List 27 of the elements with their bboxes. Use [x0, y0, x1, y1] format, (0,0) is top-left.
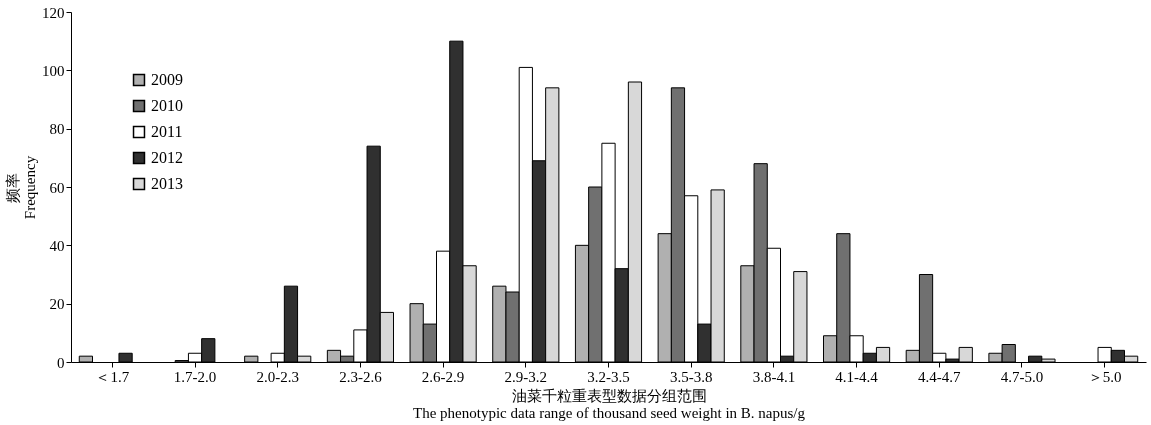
y-tick-label: 80: [49, 121, 65, 138]
y-tick-label: 20: [49, 296, 65, 313]
legend-label: 2011: [151, 123, 183, 140]
legend-label: 2010: [151, 97, 183, 114]
y-tick-label: 120: [42, 4, 65, 21]
x-tick-label: 2.6-2.9: [421, 368, 465, 385]
y-tick-label: 40: [49, 237, 65, 254]
x-tick-label: 2.0-2.3: [256, 368, 299, 385]
x-tick-label: 2.3-2.6: [339, 368, 383, 385]
x-tick-label: 4.7-5.0: [1000, 368, 1044, 385]
legend-label: 2009: [151, 71, 183, 88]
x-tick-label: ＜1.7: [95, 368, 130, 385]
x-tick-label: 4.4-4.7: [918, 368, 962, 385]
x-tick-label: 3.8-4.1: [752, 368, 796, 385]
y-tick-label: 0: [57, 354, 65, 371]
legend-label: 2013: [151, 175, 183, 192]
x-tick-label: 2.9-3.2: [504, 368, 548, 385]
x-tick-label: 3.2-3.5: [587, 368, 630, 385]
x-tick-label: 1.7-2.0: [173, 368, 217, 385]
x-axis-title: 油菜千粒重表型数据分组范围 The phenotypic data range of thousand seed weight in B. napus/g: [413, 387, 806, 421]
y-tick-label: 100: [42, 62, 65, 79]
y-axis-title: 频率 Frequency: [5, 155, 38, 220]
legend-label: 2012: [151, 149, 183, 166]
x-tick-label: 4.1-4.4: [835, 368, 879, 385]
x-tick-label: 3.5-3.8: [669, 368, 713, 385]
x-tick-label: ＞5.0: [1087, 368, 1122, 385]
y-tick-label: 60: [49, 179, 65, 196]
